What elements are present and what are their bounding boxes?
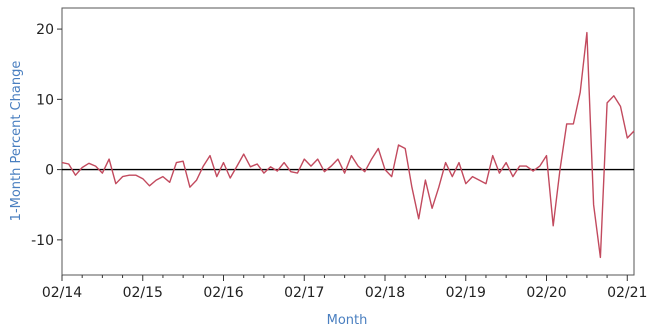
y-tick-label: 10 [36, 92, 54, 108]
x-axis-ticks: 02/14 02/15 02/16 02/17 02/18 02/19 02/20 02/21 [42, 275, 647, 301]
series-line [61, 31, 635, 259]
y-axis-ticks: -10 0 10 20 [31, 22, 62, 249]
x-tick-label: 02/16 [203, 285, 243, 301]
x-axis-title: Month [327, 313, 368, 328]
x-tick-label: 02/15 [123, 285, 163, 301]
y-axis-title: 1-Month Percent Change [9, 61, 24, 222]
x-tick-label: 02/17 [284, 285, 324, 301]
y-tick-label: 20 [36, 22, 54, 38]
plot-area [61, 7, 635, 276]
y-tick-label: -10 [31, 233, 54, 249]
x-tick-label: 02/21 [607, 285, 647, 301]
x-tick-label: 02/20 [526, 285, 566, 301]
x-tick-label: 02/14 [42, 285, 82, 301]
y-tick-label: 0 [45, 163, 54, 179]
x-tick-label: 02/19 [446, 285, 486, 301]
x-tick-label: 02/18 [365, 285, 405, 301]
